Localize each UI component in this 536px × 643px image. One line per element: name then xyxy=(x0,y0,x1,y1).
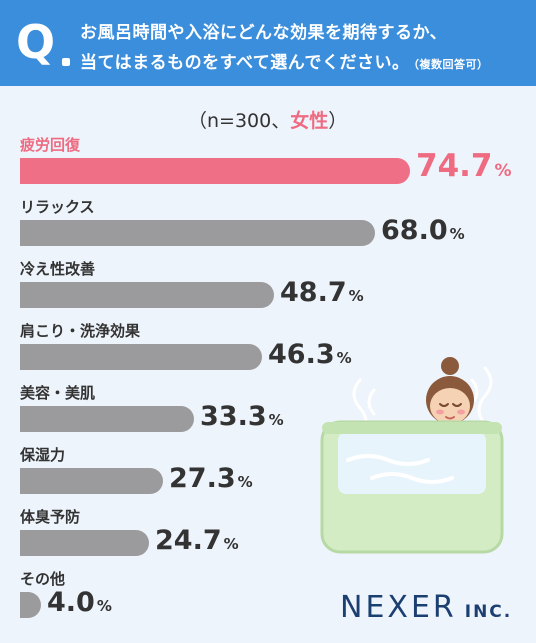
question-header: Q お風呂時間や入浴にどんな効果を期待するか、 当てはまるものをすべて選んでくだ… xyxy=(0,0,536,86)
question-note: （複数回答可） xyxy=(413,58,489,71)
value-unit: % xyxy=(348,287,364,305)
value-unit: % xyxy=(336,349,352,367)
question-mark: Q xyxy=(16,15,56,69)
bar xyxy=(20,468,163,494)
question-text-line1: お風呂時間や入浴にどんな効果を期待するか、 xyxy=(80,23,448,43)
value-unit: % xyxy=(96,597,112,615)
value-label: 48.7% xyxy=(280,278,364,311)
value-unit: % xyxy=(494,161,512,181)
value-label: 27.3% xyxy=(169,464,253,497)
category-label: 疲労回復 xyxy=(20,136,81,154)
nexer-logo: NEXER INC. xyxy=(340,590,512,625)
bar xyxy=(20,220,375,246)
value-label: 68.0% xyxy=(381,216,465,249)
category-label: 体臭予防 xyxy=(20,508,81,526)
value-number: 48.7 xyxy=(280,277,347,308)
category-label: 保湿力 xyxy=(20,446,66,464)
woman-in-bathtub-icon xyxy=(320,357,504,554)
question-text-line2: 当てはまるものをすべて選んでください。 （複数回答可） xyxy=(80,48,488,73)
value-number: 4.0 xyxy=(47,587,95,618)
brand-suffix: INC. xyxy=(464,602,513,622)
value-number: 33.3 xyxy=(200,401,267,432)
question-mark-dot xyxy=(62,58,70,66)
value-unit: % xyxy=(449,225,465,243)
value-label: 4.0% xyxy=(47,588,112,621)
brand-name: NEXER xyxy=(340,590,457,625)
value-number: 46.3 xyxy=(268,339,335,370)
value-number: 68.0 xyxy=(381,215,448,246)
bar xyxy=(20,592,41,618)
value-unit: % xyxy=(237,473,253,491)
value-unit: % xyxy=(223,535,239,553)
bar xyxy=(20,282,274,308)
value-label: 24.7% xyxy=(155,526,239,559)
bar xyxy=(20,406,194,432)
value-unit: % xyxy=(268,411,284,429)
question-text-line2-main: 当てはまるものをすべて選んでください。 xyxy=(80,53,410,73)
value-label: 46.3% xyxy=(268,340,352,373)
value-label: 33.3% xyxy=(200,402,284,435)
category-label: リラックス xyxy=(20,198,95,216)
bar xyxy=(20,530,149,556)
value-number: 27.3 xyxy=(169,463,236,494)
bar xyxy=(20,344,262,370)
sample-size-label: （n=300、女性） xyxy=(188,106,347,133)
value-number: 74.7 xyxy=(416,148,493,184)
category-label: 美容・美肌 xyxy=(20,384,96,402)
category-label: その他 xyxy=(20,570,66,588)
bar xyxy=(20,158,410,184)
category-label: 冷え性改善 xyxy=(20,260,96,278)
sample-group: 女性 xyxy=(290,110,329,132)
sample-suffix: ） xyxy=(328,110,348,132)
category-label: 肩こり・洗浄効果 xyxy=(20,322,141,340)
sample-prefix: （n=300、 xyxy=(188,110,291,132)
value-number: 24.7 xyxy=(155,525,222,556)
value-label: 74.7% xyxy=(416,151,512,186)
